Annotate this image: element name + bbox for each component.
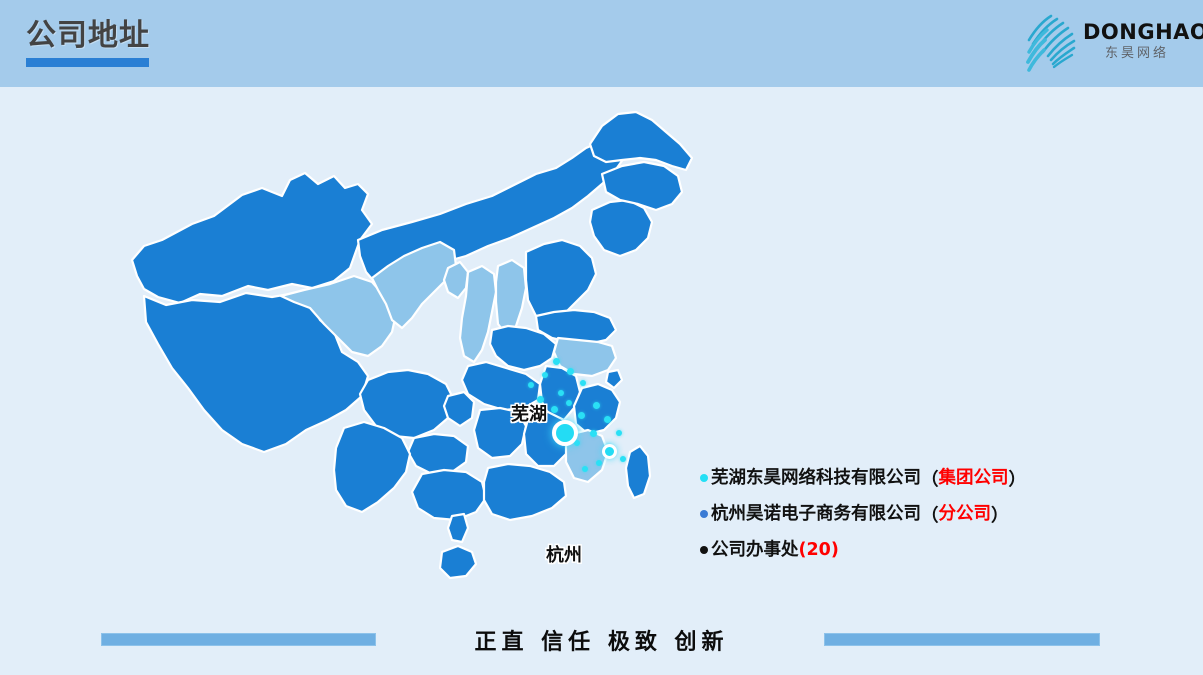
logo-name: DONGHAO [1083,20,1203,44]
province-guizhou [406,432,470,476]
legend-open-paren: （ [921,469,939,490]
office-dot [590,430,597,437]
province-shanxi [494,258,528,336]
footer-bar-left [101,633,376,646]
office-dot [567,368,574,375]
legend-item-label: 芜湖东昊网络科技有限公司 [711,468,921,488]
office-dot [593,402,600,409]
province-ningxia [442,260,470,300]
province-shandong [534,308,618,346]
office-dot [542,372,548,378]
office-dot [582,466,588,472]
office-dot [616,430,622,436]
province-jilin [600,160,684,212]
province-shanghai [604,368,624,390]
china-map[interactable]: 芜湖 杭州 [96,100,716,620]
province-gansu [370,240,458,330]
province-qinghai [279,274,398,358]
legend-item-offices[interactable]: 公司办事处 ( 20 ) [700,532,1100,568]
legend-open-paren: （ [921,505,939,526]
province-heilongjiang [588,110,694,172]
footer-slogan: 正直 信任 极致 创新 [474,630,729,655]
headquarters-marker-wuhu[interactable] [552,420,578,446]
legend-close-paren: ） [1008,469,1027,490]
address-legend: 芜湖东昊网络科技有限公司 （ 集团公司 ） 杭州昊诺电子商务有限公司 （ 分公司… [700,460,1100,568]
office-dot [551,406,558,413]
legend-bullet-icon [700,510,708,518]
map-label-wuhu: 芜湖 [511,404,547,425]
office-dot [553,358,560,365]
province-yunnan [332,420,412,514]
province-guangxi [410,468,488,522]
province-zhejiang [572,382,622,436]
province-hubei [460,360,542,412]
province-hunan [472,406,528,460]
branch-marker-hangzhou[interactable] [602,444,617,459]
office-dot [574,440,580,446]
title-underline [26,58,149,67]
slide-header: 公司地址 [0,0,1203,87]
province-chongqing [442,390,476,428]
china-map-svg [130,110,694,580]
office-dot [580,380,586,386]
province-shaanxi [458,264,498,364]
logo-wordmark: DONGHAO 东昊网络 [1083,20,1203,63]
legend-item-group-company[interactable]: 芜湖东昊网络科技有限公司 （ 集团公司 ） [700,460,1100,496]
leizhou-peninsula [446,512,470,544]
legend-bullet-icon [700,474,708,482]
office-dot [620,456,626,462]
legend-close-paren: ） [991,505,1009,526]
legend-item-tag: 分公司 [938,504,992,524]
feather-wing-icon [1021,10,1085,76]
map-label-hangzhou: 杭州 [546,545,582,566]
office-dot [578,412,585,419]
company-logo: DONGHAO 东昊网络 [1021,8,1203,78]
province-liaoning [588,198,654,258]
office-dot [596,460,602,466]
province-xinjiang [130,171,374,305]
province-sichuan [358,368,456,440]
province-taiwan [624,444,652,500]
province-henan [488,324,558,372]
legend-item-tag: 集团公司 [938,468,1009,488]
footer-bar-right [824,633,1100,646]
province-hainan [438,544,478,580]
legend-item-label: 公司办事处 [711,540,799,560]
office-dot [566,400,572,406]
office-dot [528,382,534,388]
page-title: 公司地址 [26,18,150,53]
legend-item-tag: 20 [806,540,831,560]
legend-item-label: 杭州昊诺电子商务有限公司 [711,504,921,524]
logo-subname: 东昊网络 [1104,46,1169,61]
legend-close-paren: ) [830,540,839,560]
province-guangdong [482,462,568,522]
legend-item-branch-company[interactable]: 杭州昊诺电子商务有限公司 （ 分公司 ） [700,496,1100,532]
legend-open-paren: ( [798,540,807,560]
office-dot [537,396,544,403]
office-dot [604,416,611,423]
office-dot [558,390,564,396]
province-hebei [524,238,598,324]
legend-bullet-icon [700,546,708,554]
